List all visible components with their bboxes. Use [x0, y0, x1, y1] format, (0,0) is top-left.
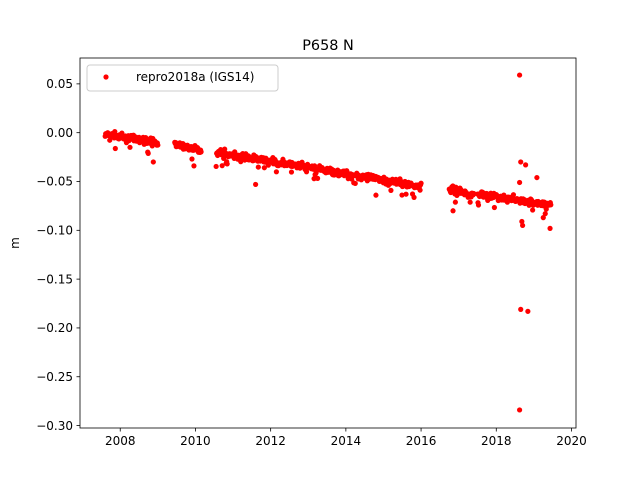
data-point [491, 204, 497, 211]
data-point-outlier [516, 179, 523, 186]
legend-entry-label: repro2018a (IGS14) [136, 70, 254, 84]
data-point-outlier [516, 407, 523, 413]
y-tick-label: −0.15 [36, 272, 73, 286]
data-point [418, 180, 424, 186]
x-axis-ticks: 2008 2010 2012 2014 2016 2018 2020 [105, 428, 587, 448]
data-point [399, 192, 405, 198]
plot-points [102, 72, 554, 413]
data-point [467, 199, 473, 205]
y-tick-label: −0.10 [36, 224, 73, 238]
data-point-outlier [523, 162, 529, 168]
y-tick-label: −0.05 [36, 175, 73, 189]
data-point [145, 150, 151, 156]
data-point [352, 180, 358, 187]
data-point-outlier [518, 159, 524, 165]
data-point [255, 164, 261, 170]
data-point [303, 169, 310, 175]
data-point-outlier [518, 306, 524, 312]
data-point [411, 194, 417, 200]
y-tick-label: −0.30 [36, 419, 73, 433]
data-point [510, 192, 517, 198]
data-point [288, 169, 295, 175]
data-point [189, 156, 195, 162]
chart-title: P658 N [302, 38, 354, 54]
data-point [198, 149, 204, 155]
data-point [219, 163, 225, 169]
data-point [261, 165, 267, 171]
y-axis-label: m [8, 237, 22, 249]
data-point [542, 211, 548, 217]
data-point-outlier [540, 215, 546, 221]
x-tick-label: 2014 [331, 434, 362, 448]
plot-frame [79, 57, 577, 429]
data-point [224, 161, 230, 167]
data-point [314, 175, 321, 181]
data-point [530, 207, 536, 213]
data-point-outlier [373, 192, 379, 198]
x-tick-label: 2008 [105, 434, 136, 448]
data-point [213, 163, 219, 170]
data-point [273, 169, 279, 175]
data-point [222, 146, 228, 152]
data-point [452, 199, 458, 205]
data-point-outlier [191, 163, 197, 169]
data-point-outlier [519, 218, 525, 225]
y-tick-label: −0.20 [36, 321, 73, 335]
y-tick-label: 0.05 [46, 77, 73, 91]
y-tick-label: 0.00 [46, 126, 73, 140]
data-point-outlier [450, 208, 456, 214]
data-point-outlier [534, 174, 540, 181]
data-point [543, 206, 549, 212]
y-axis-ticks: 0.05 0.00 −0.05 −0.10 −0.15 −0.20 −0.25 −0.30 [36, 77, 80, 433]
data-point [475, 202, 482, 208]
data-point [388, 187, 394, 193]
data-point [155, 142, 161, 148]
data-point-outlier [253, 181, 259, 188]
data-point-outlier [547, 225, 553, 231]
legend: repro2018a (IGS14) [86, 64, 279, 92]
y-tick-label: −0.25 [36, 370, 73, 384]
data-point-outlier [403, 191, 409, 197]
legend-marker [103, 74, 109, 80]
x-tick-label: 2012 [255, 434, 286, 448]
data-point [112, 145, 118, 152]
x-tick-label: 2010 [180, 434, 211, 448]
x-tick-label: 2016 [406, 434, 437, 448]
x-tick-label: 2018 [481, 434, 512, 448]
data-point-outlier [525, 308, 531, 314]
x-tick-label: 2020 [556, 434, 587, 448]
data-point-outlier [520, 222, 526, 229]
data-point-outlier [516, 72, 523, 78]
data-point [417, 187, 423, 193]
legend-box [86, 64, 279, 92]
data-point-outlier [150, 159, 156, 165]
data-point [127, 144, 133, 150]
data-point [548, 202, 554, 208]
